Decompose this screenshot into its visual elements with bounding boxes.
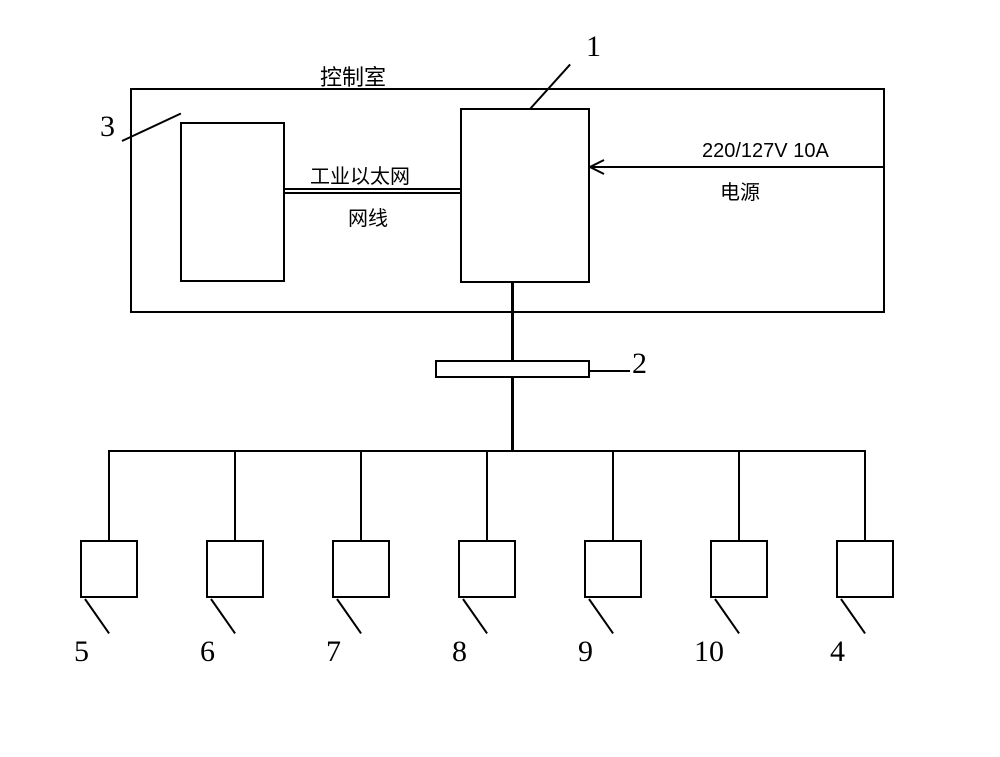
leaf-box-5 (584, 540, 642, 598)
lead-2 (590, 370, 630, 372)
control-room-title: 控制室 (320, 60, 386, 92)
num-3: 3 (100, 110, 115, 144)
leaf-box-1 (80, 540, 138, 598)
leaf-lead-3 (336, 598, 362, 634)
leaf-num-4: 8 (452, 635, 467, 669)
leaf-num-5: 9 (578, 635, 593, 669)
ethernet-label: 工业以太网 (310, 160, 410, 189)
drop-2 (234, 450, 236, 540)
leaf-num-3: 7 (326, 635, 341, 669)
leaf-box-6 (710, 540, 768, 598)
drop-3 (360, 450, 362, 540)
num-2: 2 (632, 347, 647, 381)
leaf-box-4 (458, 540, 516, 598)
leaf-box-2 (206, 540, 264, 598)
cable-label: 网线 (348, 202, 388, 231)
power-spec-label: 220/127V 10A (702, 140, 829, 163)
drop-5 (612, 450, 614, 540)
leaf-num-6: 10 (694, 635, 724, 669)
drop-1 (108, 450, 110, 540)
leaf-num-2: 6 (200, 635, 215, 669)
leaf-box-7 (836, 540, 894, 598)
num-1: 1 (586, 30, 601, 64)
leaf-lead-5 (588, 598, 614, 634)
trunk-top (511, 283, 514, 360)
power-label: 电源 (720, 176, 760, 205)
inner-box-right (460, 108, 590, 283)
leaf-num-1: 5 (74, 635, 89, 669)
leaf-lead-4 (462, 598, 488, 634)
power-arrow-head (588, 158, 608, 176)
leaf-lead-2 (210, 598, 236, 634)
leaf-lead-6 (714, 598, 740, 634)
drop-7 (864, 450, 866, 540)
drop-6 (738, 450, 740, 540)
drop-4 (486, 450, 488, 540)
trunk-mid (511, 378, 514, 451)
leaf-lead-7 (840, 598, 866, 634)
inner-box-left (180, 122, 285, 282)
leaf-box-3 (332, 540, 390, 598)
leaf-lead-1 (84, 598, 110, 634)
leaf-num-7: 4 (830, 635, 845, 669)
power-line (590, 166, 885, 168)
hub-box (435, 360, 590, 378)
